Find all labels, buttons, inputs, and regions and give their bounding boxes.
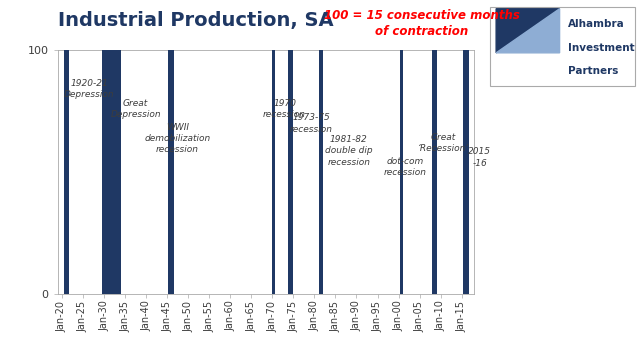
Text: dot-com
recession: dot-com recession	[384, 157, 427, 177]
Text: 1981-82
double dip
recession: 1981-82 double dip recession	[325, 135, 372, 166]
Bar	[168, 50, 174, 294]
Polygon shape	[496, 9, 560, 53]
Polygon shape	[496, 9, 560, 53]
Text: Investment: Investment	[568, 43, 635, 53]
Bar	[319, 50, 323, 294]
Bar	[463, 50, 469, 294]
Bar	[272, 50, 275, 294]
Text: Great
‘Recession’: Great ‘Recession’	[417, 133, 469, 153]
Text: 2015
-16: 2015 -16	[468, 147, 491, 168]
Text: 100 = 15 consecutive months
of contraction: 100 = 15 consecutive months of contracti…	[324, 9, 520, 38]
Bar	[102, 50, 121, 294]
Text: Partners: Partners	[568, 66, 619, 76]
Bar	[400, 50, 403, 294]
Bar	[432, 50, 437, 294]
Text: WWII
demobilization
recession: WWII demobilization recession	[144, 123, 211, 154]
Bar	[288, 50, 292, 294]
Text: Great
Depression: Great Depression	[110, 99, 161, 119]
Text: Industrial Production, SA: Industrial Production, SA	[58, 11, 333, 30]
Text: 1970
recession: 1970 recession	[263, 99, 306, 119]
Text: 1973-75
recession: 1973-75 recession	[290, 113, 333, 134]
Bar	[64, 50, 69, 294]
Text: 1920-21
Depression: 1920-21 Depression	[64, 79, 115, 100]
Text: Alhambra: Alhambra	[568, 19, 625, 29]
